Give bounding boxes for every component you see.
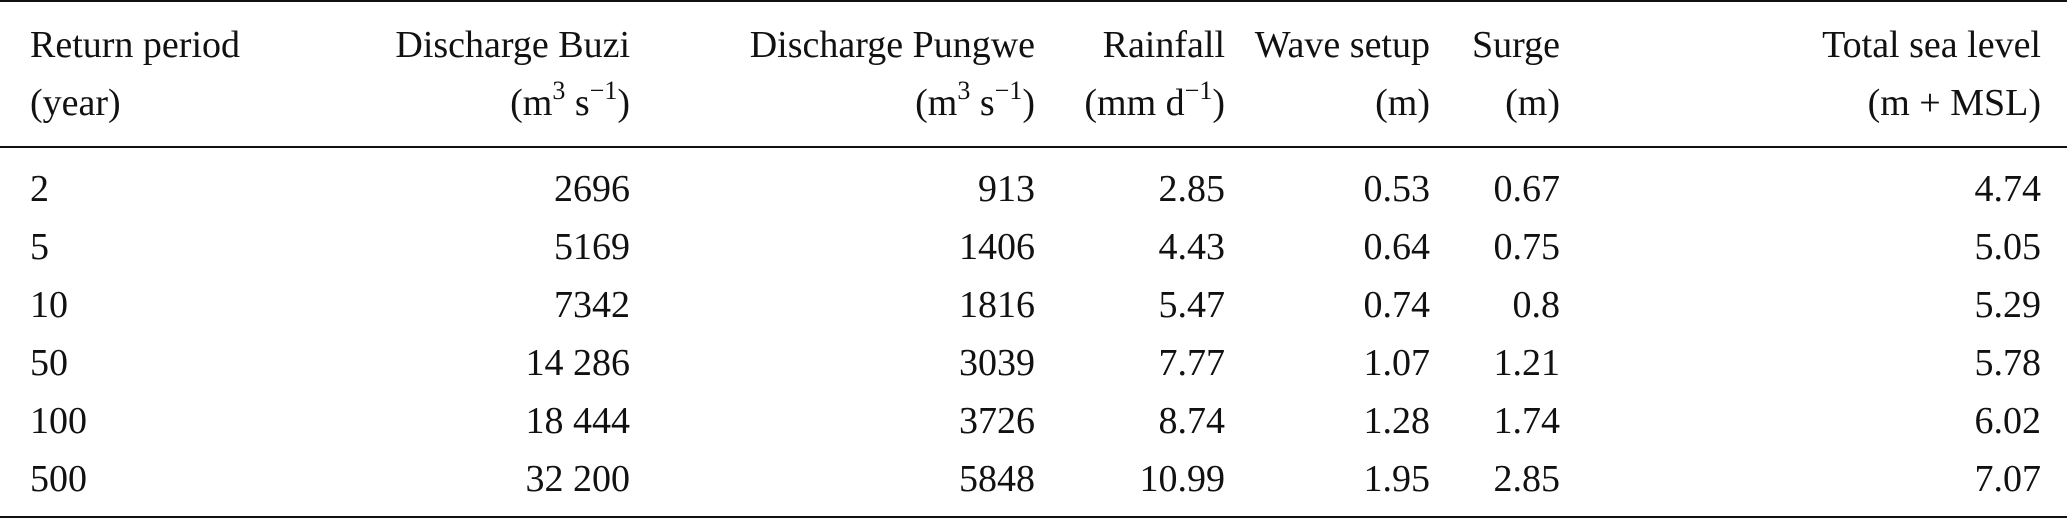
unit-buzi-pre: (m: [510, 82, 553, 124]
unit-return-period: (year): [30, 82, 121, 124]
table-row: 10 7342 1816 5.47 0.74 0.8 5.29: [0, 276, 2067, 334]
unit-wave-setup: (m): [1375, 82, 1430, 124]
cell-discharge-buzi: 32 200: [525, 458, 631, 500]
unit-rain-post: ): [1212, 82, 1225, 124]
cell-return-period: 500: [30, 458, 87, 500]
unit-discharge-buzi: (m3 s−1): [300, 74, 630, 147]
unit-total-sea-level: (m + MSL): [1867, 82, 2041, 124]
cell-wave-setup: 1.95: [1363, 458, 1431, 500]
cell-discharge-pungwe: 1816: [959, 284, 1035, 326]
cell-total-sea-level: 7.07: [1974, 458, 2042, 500]
cell-wave-setup: 1.07: [1363, 342, 1431, 384]
unit-rain-pre: (mm d: [1084, 82, 1185, 124]
unit-pungwe-pre: (m: [915, 82, 958, 124]
cell-rainfall: 7.77: [1158, 342, 1226, 384]
unit-discharge-pungwe: (m3 s−1): [630, 74, 1035, 147]
header-surge: Surge: [1472, 24, 1560, 66]
table-row: 50 14 286 3039 7.77 1.07 1.21 5.78: [0, 334, 2067, 392]
cell-total-sea-level: 5.78: [1974, 342, 2042, 384]
cell-discharge-buzi: 14 286: [525, 342, 631, 384]
cell-wave-setup: 1.28: [1363, 400, 1431, 442]
cell-total-sea-level: 6.02: [1974, 400, 2042, 442]
cell-surge: 2.85: [1493, 458, 1561, 500]
table-row: 500 32 200 5848 10.99 1.95 2.85 7.07: [0, 450, 2067, 517]
cell-return-period: 5: [30, 226, 49, 268]
cell-surge: 0.67: [1493, 168, 1561, 210]
header-return-period: Return period: [30, 24, 241, 66]
header-rainfall: Rainfall: [1102, 24, 1225, 66]
cell-rainfall: 4.43: [1158, 226, 1226, 268]
cell-rainfall: 2.85: [1158, 168, 1226, 210]
cell-return-period: 2: [30, 168, 49, 210]
cell-return-period: 100: [30, 400, 87, 442]
cell-discharge-pungwe: 913: [978, 168, 1035, 210]
table-header: Return period Discharge Buzi Discharge P…: [0, 1, 2067, 147]
header-wave-setup: Wave setup: [1254, 24, 1430, 66]
cell-rainfall: 10.99: [1139, 458, 1226, 500]
cell-rainfall: 8.74: [1158, 400, 1226, 442]
unit-rain-sup: −1: [1184, 76, 1213, 106]
cell-return-period: 50: [30, 342, 68, 384]
table-body: 2 2696 913 2.85 0.53 0.67 4.74 5 5169 14…: [0, 147, 2067, 517]
cell-discharge-pungwe: 3039: [959, 342, 1035, 384]
cell-wave-setup: 0.53: [1363, 168, 1431, 210]
cell-surge: 1.74: [1493, 400, 1561, 442]
cell-rainfall: 5.47: [1158, 284, 1226, 326]
unit-pungwe-post: ): [1022, 82, 1035, 124]
unit-pungwe-sup2: −1: [994, 76, 1023, 106]
unit-pungwe-mid: s: [970, 82, 995, 124]
unit-pungwe-sup1: 3: [957, 76, 971, 106]
header-discharge-pungwe: Discharge Pungwe: [749, 24, 1035, 66]
unit-buzi-post: ): [617, 82, 630, 124]
cell-discharge-buzi: 5169: [554, 226, 630, 268]
cell-total-sea-level: 5.05: [1974, 226, 2042, 268]
cell-wave-setup: 0.64: [1363, 226, 1431, 268]
cell-surge: 0.75: [1493, 226, 1561, 268]
cell-discharge-buzi: 18 444: [525, 400, 631, 442]
unit-surge: (m): [1505, 82, 1560, 124]
table-row: 100 18 444 3726 8.74 1.28 1.74 6.02: [0, 392, 2067, 450]
unit-buzi-sup2: −1: [589, 76, 618, 106]
cell-return-period: 10: [30, 284, 68, 326]
cell-discharge-buzi: 7342: [554, 284, 630, 326]
cell-surge: 1.21: [1493, 342, 1561, 384]
cell-total-sea-level: 5.29: [1974, 284, 2042, 326]
unit-buzi-mid: s: [565, 82, 590, 124]
table-row: 2 2696 913 2.85 0.53 0.67 4.74: [0, 147, 2067, 218]
cell-discharge-pungwe: 3726: [959, 400, 1035, 442]
cell-discharge-buzi: 2696: [554, 168, 630, 210]
header-total-sea-level: Total sea level: [1822, 24, 2041, 66]
cell-total-sea-level: 4.74: [1974, 168, 2042, 210]
table-row: 5 5169 1406 4.43 0.64 0.75 5.05: [0, 218, 2067, 276]
cell-discharge-pungwe: 5848: [959, 458, 1035, 500]
cell-wave-setup: 0.74: [1363, 284, 1431, 326]
unit-rainfall: (mm d−1): [1035, 74, 1225, 147]
header-discharge-buzi: Discharge Buzi: [395, 24, 630, 66]
cell-discharge-pungwe: 1406: [959, 226, 1035, 268]
cell-surge: 0.8: [1512, 284, 1561, 326]
unit-buzi-sup1: 3: [552, 76, 566, 106]
